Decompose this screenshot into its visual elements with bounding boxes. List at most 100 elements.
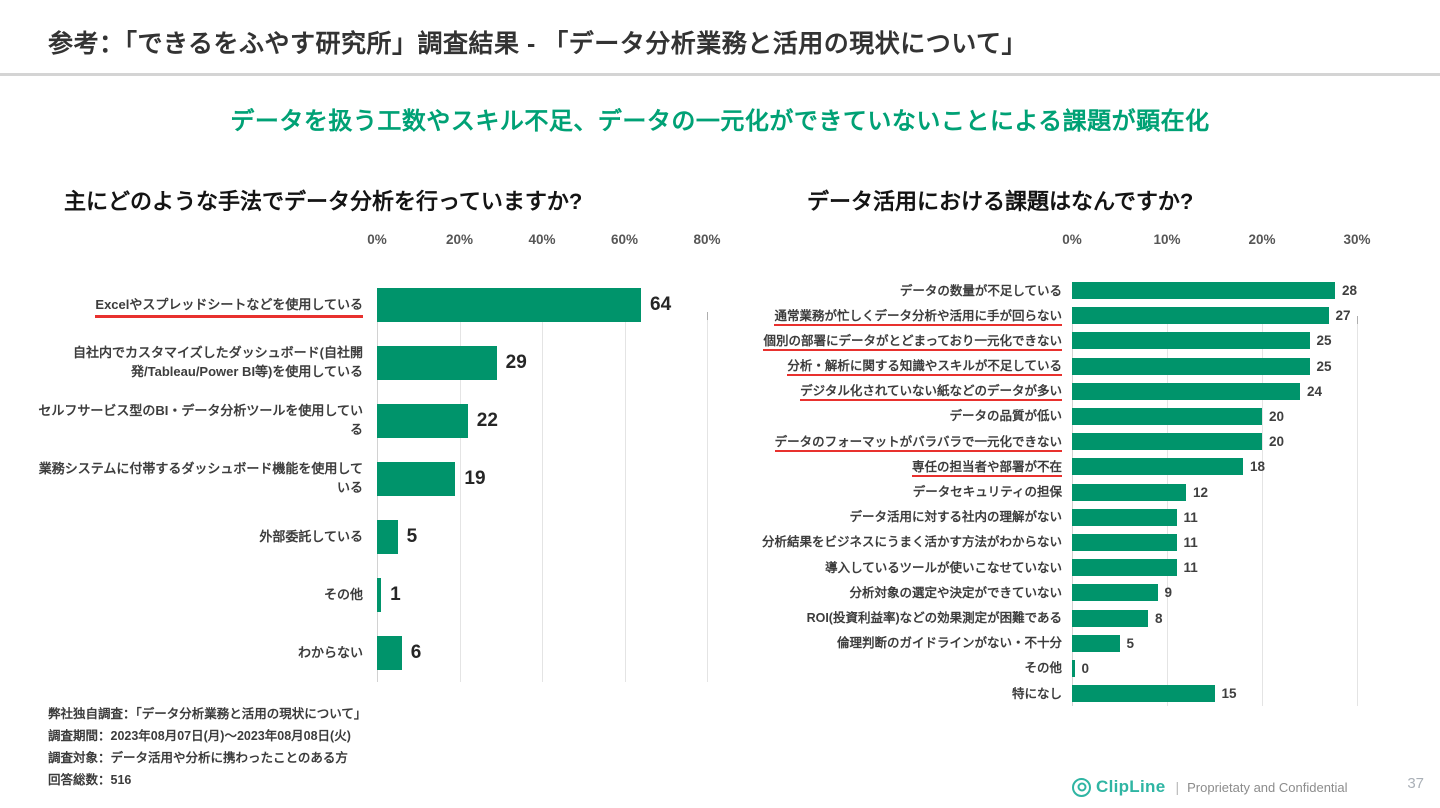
bar-label: データの数量が不足している	[747, 282, 1072, 300]
bar-row: その他 1	[33, 566, 707, 624]
bar-label: 業務システムに付帯するダッシュボード機能を使用している	[33, 460, 377, 498]
axis-tick-label: 10%	[1153, 232, 1181, 247]
bar-label: デジタル化されていない紙などのデータが多い	[747, 382, 1072, 402]
bar	[1072, 659, 1075, 677]
bar	[1072, 685, 1215, 703]
bar-zone: 18	[1072, 458, 1357, 476]
bar-row: データの数量が不足している 28	[747, 278, 1357, 303]
bar-zone: 5	[377, 520, 707, 554]
bar	[1072, 559, 1177, 577]
bar	[377, 288, 641, 322]
value-label: 11	[1183, 509, 1198, 525]
bar-label-text: 特になし	[1011, 686, 1062, 701]
plot-area: データの数量が不足している 28 通常業務が忙しくデータ分析や活用に手が回らない 27…	[747, 278, 1358, 707]
bar	[1072, 332, 1310, 350]
value-label: 15	[1221, 686, 1237, 702]
bar-zone: 64	[377, 288, 707, 322]
bar-label: セルフサービス型のBI・データ分析ツールを使用している	[33, 402, 377, 440]
bar	[377, 636, 402, 670]
axis-tick-label: 20%	[1248, 232, 1276, 247]
axis-tick-label: 60%	[610, 232, 639, 247]
clipline-wordmark: ClipLine	[1096, 777, 1166, 796]
bar-zone: 25	[1072, 332, 1357, 350]
bar-label-text: 倫理判断のガイドラインがない・不十分	[836, 636, 1062, 651]
bar-label: 倫理判断のガイドラインがない・不十分	[747, 634, 1072, 652]
axis-tick-label: 30%	[1343, 232, 1371, 247]
bar-label-text: 分析対象の選定や決定ができていない	[849, 585, 1062, 600]
bar-label: 外部委託している	[33, 528, 377, 547]
gridline	[1357, 316, 1358, 707]
bar-label: 自社内でカスタマイズしたダッシュボード(自社開発/Tableau/Power B…	[33, 344, 377, 382]
value-label: 5	[406, 526, 418, 547]
bar	[1072, 382, 1300, 400]
value-label: 18	[1250, 459, 1266, 475]
value-label: 25	[1316, 358, 1332, 374]
bar-label-text: わからない	[297, 644, 363, 660]
footnote-line: 調査期間：2023年08月07日(月)～2023年08月08日(火)	[48, 729, 351, 743]
bar-zone: 12	[1072, 483, 1357, 501]
clipline-logo-icon	[1072, 777, 1091, 797]
footer-separator: |	[1175, 779, 1180, 795]
bar-zone: 8	[1072, 609, 1357, 627]
bar-row: デジタル化されていない紙などのデータが多い 24	[747, 379, 1357, 404]
bar-label: 分析・解析に関する知識やスキルが不足している	[747, 357, 1072, 377]
value-label: 11	[1183, 560, 1198, 576]
bar-label-text-highlighted: データのフォーマットがバラバラで一元化できない	[774, 434, 1062, 452]
bar-row: 個別の部署にデータがとどまっており一元化できない 25	[747, 328, 1357, 353]
value-label: 24	[1307, 383, 1323, 399]
bar-label-text-highlighted: 通常業務が忙しくデータ分析や活用に手が回らない	[774, 308, 1062, 326]
value-label: 0	[1081, 660, 1090, 676]
bar-label: 通常業務が忙しくデータ分析や活用に手が回らない	[747, 307, 1072, 326]
bar	[377, 346, 497, 380]
bar-row: 特になし 15	[747, 681, 1357, 706]
bar-row: わからない 6	[33, 624, 707, 682]
bar	[1072, 433, 1262, 451]
bar-row: その他 0	[747, 656, 1357, 681]
right-chart-title: データ活用における課題はなんですか?	[807, 189, 1194, 214]
bar-label-text-highlighted: 分析・解析に関する知識やスキルが不足している	[787, 359, 1062, 377]
footnote-line: 弊社独自調査：「データ分析業務と活用の現状について」	[48, 707, 367, 721]
confidential-label: Proprietaty and Confidential	[1187, 779, 1348, 795]
bar-label: 個別の部署にデータがとどまっており一元化できない	[747, 332, 1072, 351]
bar-label-text-highlighted: デジタル化されていない紙などのデータが多い	[800, 384, 1062, 402]
bar-label: 特になし	[747, 685, 1072, 703]
left-chart-title: 主にどのような手法でデータ分析を行っていますか?	[64, 189, 583, 214]
axis-tick	[707, 312, 708, 320]
bar-zone: 20	[1072, 408, 1357, 426]
bar	[1072, 634, 1120, 652]
bar-zone: 6	[377, 636, 707, 670]
bar	[1072, 533, 1177, 551]
value-label: 6	[410, 642, 422, 663]
bar-label: 分析結果をビジネスにうまく活かす方法がわからない	[747, 533, 1072, 551]
bar-row: 外部委託している 5	[33, 508, 707, 566]
bar-row: ROI(投資利益率)などの効果測定が困難である 8	[747, 605, 1357, 630]
bar-label-text: その他	[323, 586, 363, 602]
bar-zone: 11	[1072, 559, 1357, 577]
bar-label-text: 外部委託している	[259, 528, 363, 544]
bar-zone: 24	[1072, 382, 1357, 400]
bar	[1072, 609, 1148, 627]
key-message: データを扱う工数やスキル不足、データの一元化ができていないことによる課題が顕在化	[230, 108, 1210, 135]
bar	[1072, 458, 1243, 476]
bar-zone: 1	[377, 578, 707, 612]
bar	[377, 578, 382, 612]
bar-row: 倫理判断のガイドラインがない・不十分 5	[747, 631, 1357, 656]
bar-row: 分析対象の選定や決定ができていない 9	[747, 580, 1357, 605]
axis-tick	[1357, 316, 1358, 324]
bar	[1072, 307, 1329, 325]
bar-row: 通常業務が忙しくデータ分析や活用に手が回らない 27	[747, 303, 1357, 328]
bar	[377, 404, 468, 438]
bar-row: データ活用に対する社内の理解がない 11	[747, 505, 1357, 530]
bar-zone: 11	[1072, 533, 1357, 551]
bar-row: 自社内でカスタマイズしたダッシュボード(自社開発/Tableau/Power B…	[33, 334, 707, 392]
bar-label: データセキュリティの担保	[747, 483, 1072, 501]
value-label: 9	[1164, 585, 1173, 601]
bar-row: セルフサービス型のBI・データ分析ツールを使用している 22	[33, 392, 707, 450]
bar-label-text: データの数量が不足している	[899, 283, 1062, 298]
issues-bar-chart: 0% 10% 20% 30% データの数量が不足している 28 通常業務が忙しくデータ分析…	[747, 232, 1371, 707]
plot-area: Excelやスプレッドシートなどを使用している 64 自社内でカスタマイズしたダッシ…	[33, 276, 708, 682]
gridline	[377, 312, 378, 682]
bar-label: ROI(投資利益率)などの効果測定が困難である	[747, 609, 1072, 627]
value-label: 27	[1335, 308, 1351, 324]
